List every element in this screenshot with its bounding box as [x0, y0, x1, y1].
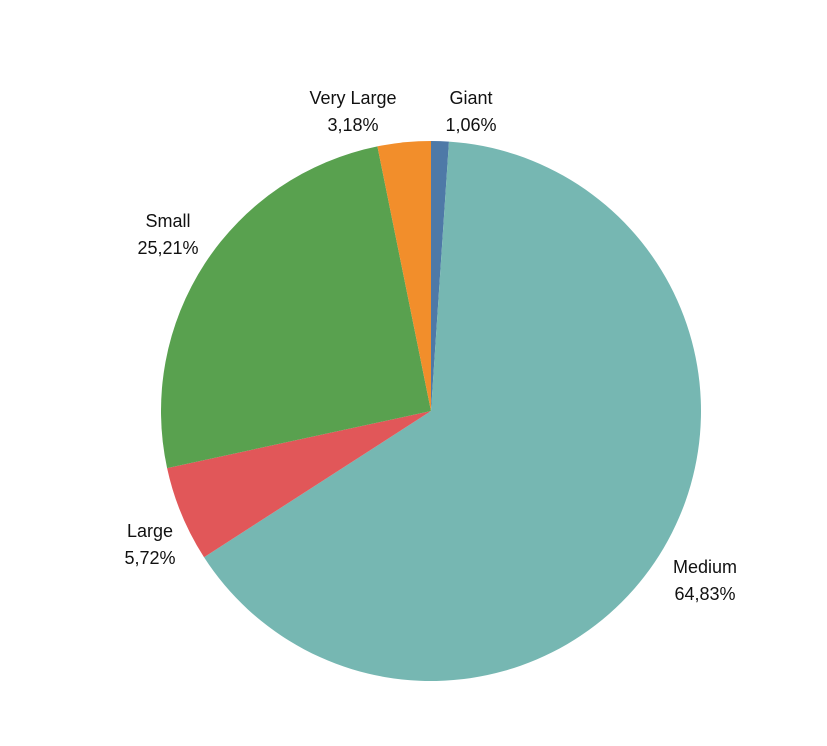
pie-slices — [161, 141, 702, 681]
pie-slice-very-large[interactable] — [377, 141, 431, 411]
slice-value-label-small: 25,21% — [137, 238, 198, 258]
pie-slice-large[interactable] — [167, 411, 432, 558]
slice-name-label-giant: Giant — [449, 88, 492, 108]
slice-value-label-medium: 64,83% — [674, 584, 735, 604]
pie-slice-medium[interactable] — [204, 141, 702, 681]
slice-name-label-large: Large — [127, 521, 173, 541]
slice-name-label-very-large: Very Large — [309, 88, 396, 108]
slice-value-label-giant: 1,06% — [445, 115, 496, 135]
slice-name-label-small: Small — [145, 211, 190, 231]
slice-name-label-medium: Medium — [673, 557, 737, 577]
pie-labels: Giant 1,06% Medium 64,83% Large 5,72% Small 25,… — [124, 88, 737, 604]
pie-slice-giant[interactable] — [431, 141, 449, 411]
slice-value-label-very-large: 3,18% — [327, 115, 378, 135]
slice-value-label-large: 5,72% — [124, 548, 175, 568]
pie-slice-small[interactable] — [161, 146, 432, 469]
